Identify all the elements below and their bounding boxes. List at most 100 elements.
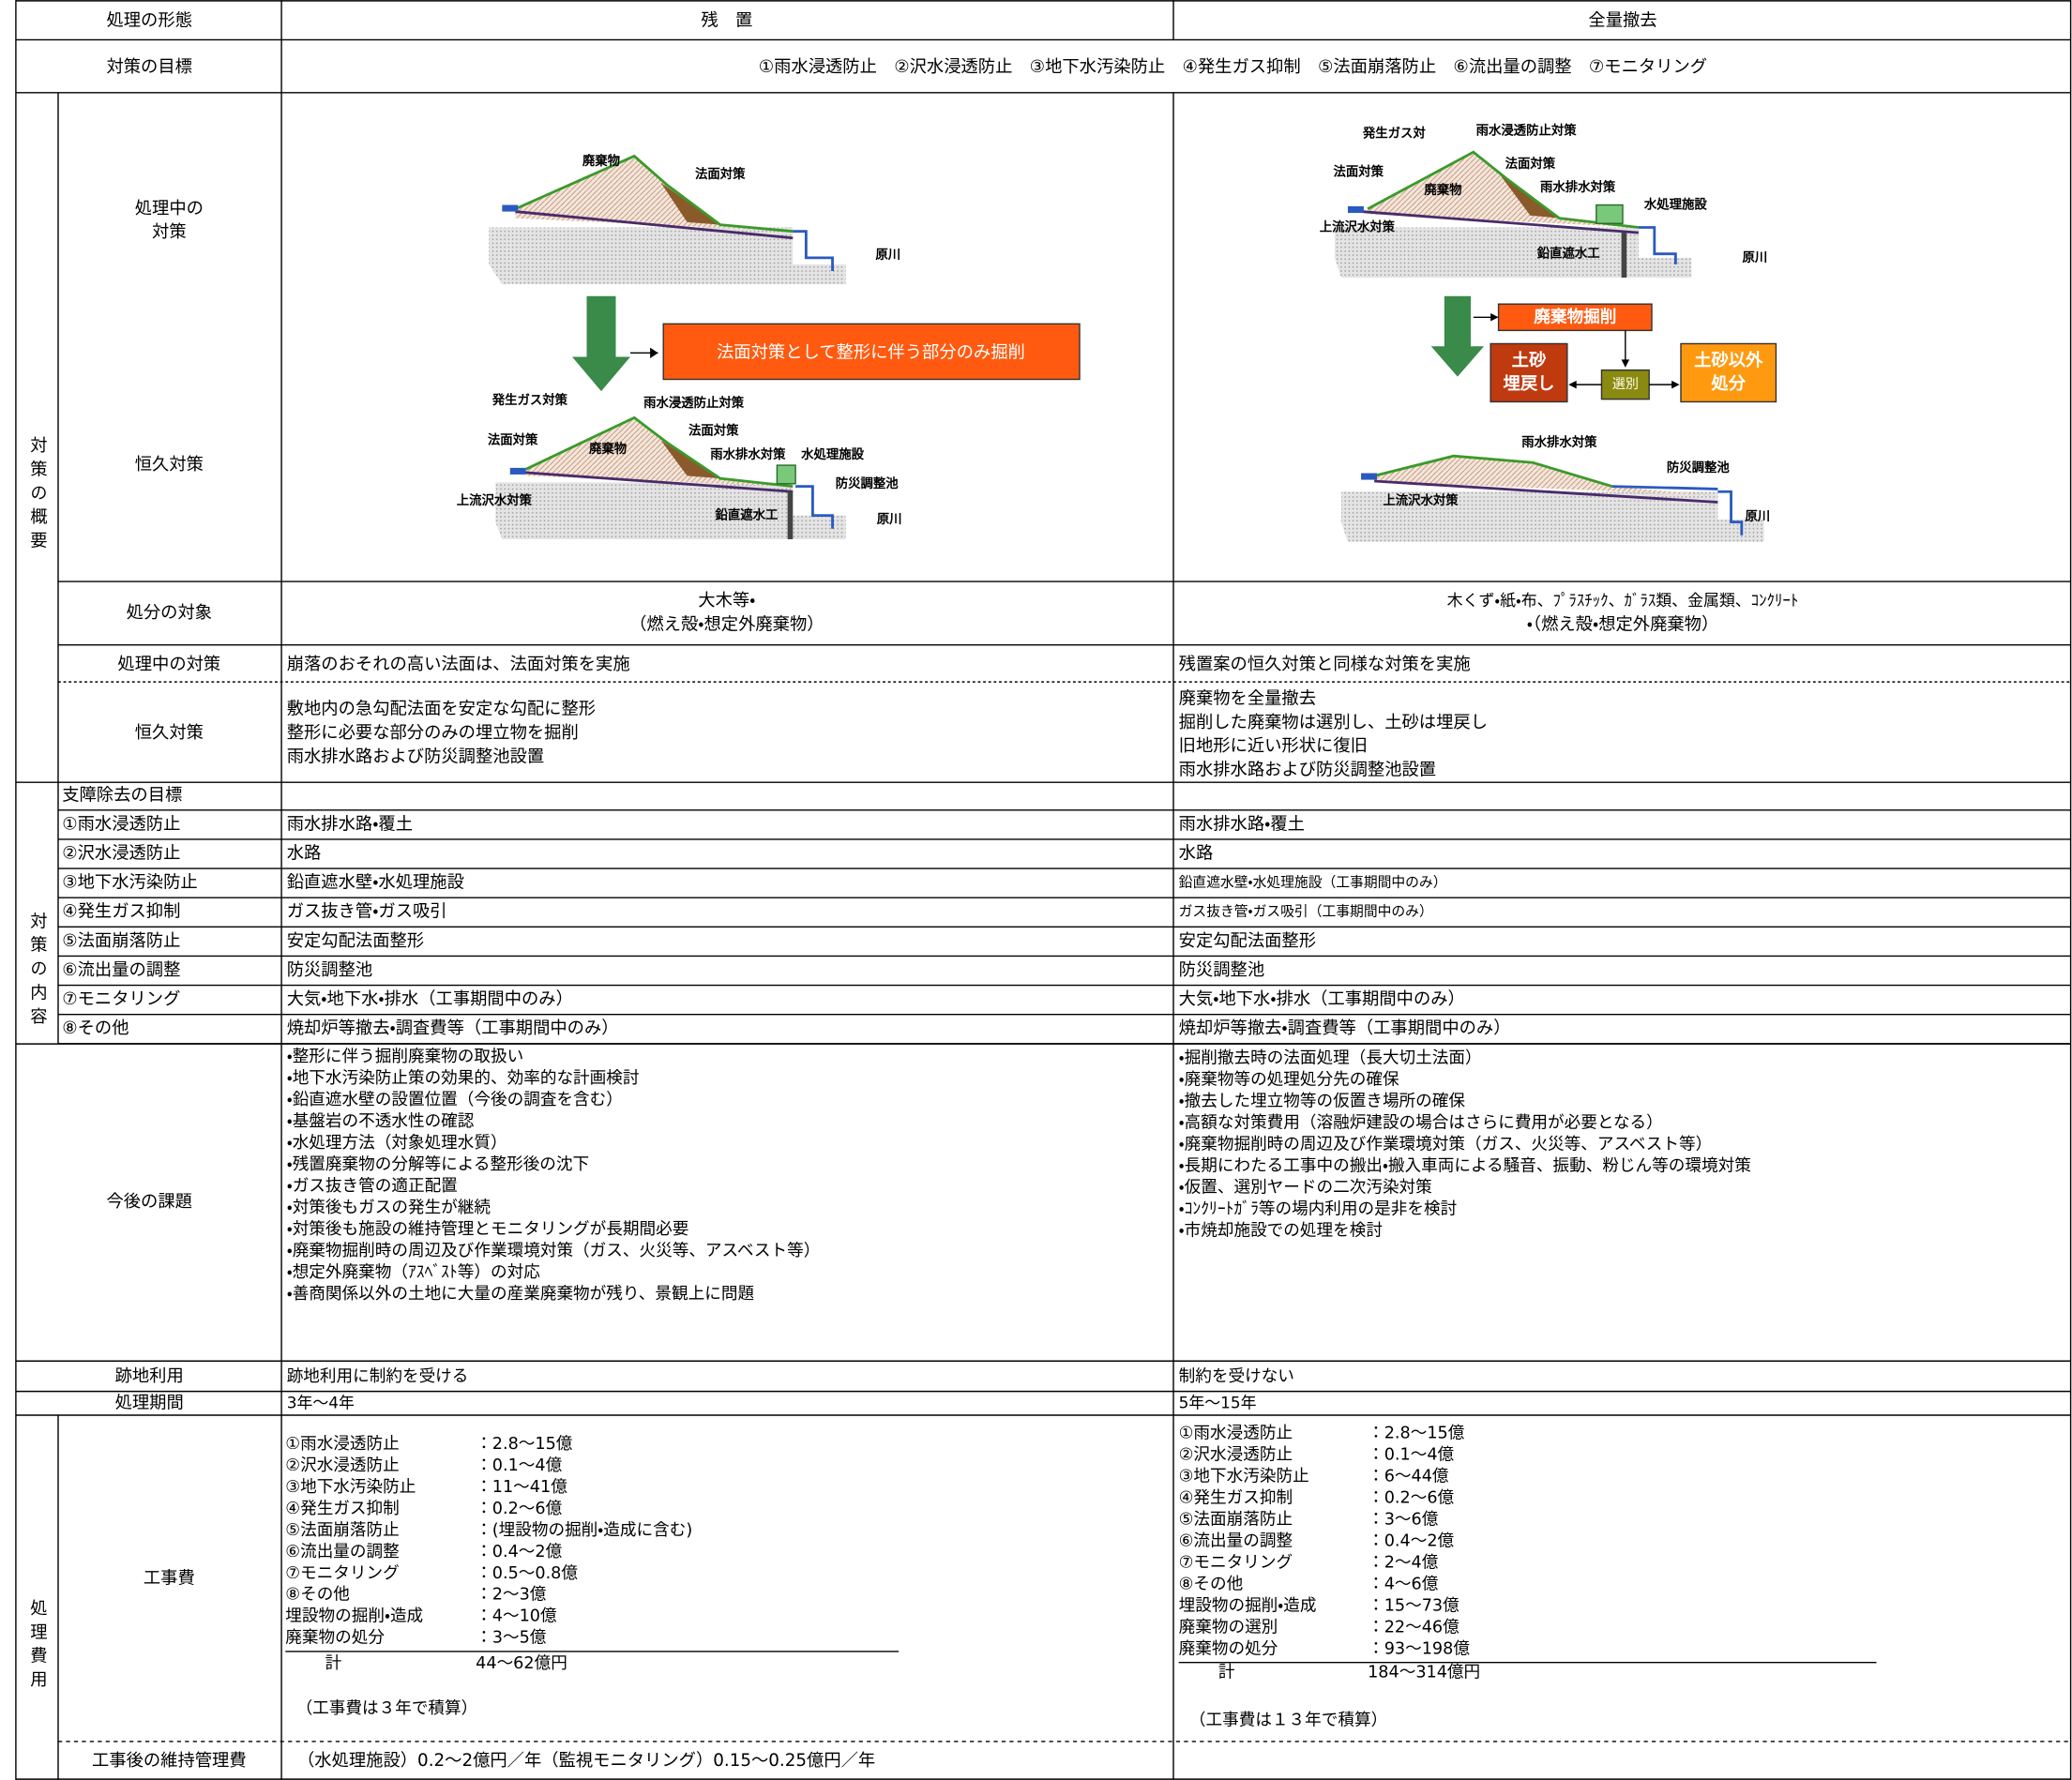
cost-item: 廃棄物の処分	[1179, 1639, 1278, 1658]
row-label: ⑥流出量の調整	[62, 960, 180, 980]
diagram-label: 水処理施設	[800, 446, 865, 462]
cell-text: 水路	[1179, 843, 1214, 863]
cost-value: ：0.5～0.8億	[476, 1564, 578, 1583]
issue-item: ・市焼却施設での処理を検討	[1179, 1221, 1383, 1240]
cell-text: 3年～4年	[287, 1393, 355, 1411]
cell-text: 大気・地下水・排水（工事期間中のみ）	[1179, 989, 1465, 1009]
cell-text: 焼却炉等撤去・調査費等（工事期間中のみ）	[287, 1018, 619, 1038]
cost-item: ④発生ガス抑制	[285, 1500, 399, 1518]
cost-value: ：22～46億	[1368, 1618, 1459, 1637]
issue-item: ・想定外廃棄物（ｱｽﾍﾞｽﾄ等）の対応	[287, 1263, 541, 1282]
diagram-label: 防災調整池	[836, 475, 900, 491]
row-label: ⑤法面崩落防止	[62, 931, 180, 951]
flow-label: 埋戻し	[1504, 374, 1555, 394]
section-label: 処理費用	[27, 1599, 47, 1694]
row-label: ①雨水浸透防止	[62, 814, 180, 834]
cell-text: 崩落のおそれの高い法面は、法面対策を実施	[287, 655, 630, 674]
cell-text: 雨水排水路および防災調整池設置	[287, 747, 544, 766]
cost-item: 埋設物の掘削・造成	[1179, 1596, 1317, 1615]
cell-text: （燃え殻・想定外廃棄物）	[629, 615, 824, 635]
row-label: 今後の課題	[106, 1192, 192, 1212]
diagram-label: 雨水排水対策	[710, 446, 786, 462]
diagram-label: 雨水浸透防止対策	[643, 395, 745, 411]
diagram-note: 法面対策として整形に伴う部分のみ掘削	[717, 342, 1025, 362]
cost-value: ：3～5億	[476, 1629, 547, 1648]
cost-item: ⑥流出量の調整	[285, 1543, 400, 1561]
cell-text: 5年～15年	[1179, 1393, 1257, 1411]
issue-item: ・掘削撤去時の法面処理（長大切土法面）	[1179, 1049, 1482, 1068]
issue-item: ・廃棄物掘削時の周辺及び作業環境対策（ガス、火災等、アスベスト等）	[287, 1242, 821, 1260]
cost-value: ：0.4～2億	[476, 1543, 562, 1561]
cost-value: ：0.4～2億	[1368, 1532, 1454, 1551]
cost-item: ⑤法面崩落防止	[1179, 1511, 1293, 1530]
issue-item: ・対策後もガスの発生が継続	[287, 1199, 492, 1217]
cell-text: 跡地利用に制約を受ける	[287, 1367, 469, 1386]
row-label: ⑧その他	[62, 1018, 129, 1038]
row-label: 処分の対象	[127, 603, 213, 623]
diagram-label: 廃棄物	[582, 153, 620, 169]
cost-value: ：3～6億	[1368, 1511, 1439, 1530]
row-label: ④発生ガス抑制	[62, 902, 180, 922]
cell-text: 敷地内の急勾配法面を安定な勾配に整形	[287, 700, 596, 719]
diagram-label: 原川	[877, 512, 902, 527]
cost-value: ：11～41億	[476, 1478, 567, 1497]
row-label: 恒久対策	[135, 455, 204, 475]
cost-item: ⑤法面崩落防止	[285, 1521, 399, 1540]
cost-note: （工事費は１３年で積算）	[1189, 1711, 1387, 1729]
diagram-left-permanent	[495, 415, 846, 539]
row-label: ②沢水浸透防止	[62, 843, 180, 863]
diagram-label: 法面対策	[488, 431, 538, 447]
cost-item: 廃棄物の処分	[285, 1629, 385, 1648]
diagram-label: 原川	[875, 248, 900, 263]
cost-item: ①雨水浸透防止	[1179, 1425, 1293, 1443]
diagram-label: 発生ガス対策	[492, 392, 568, 408]
flow-label: 土砂以外	[1694, 350, 1763, 370]
cell-text: 焼却炉等撤去・調査費等（工事期間中のみ）	[1179, 1018, 1511, 1038]
cell-text: 雨水排水路および防災調整池設置	[1179, 761, 1436, 780]
row-label: 工事費	[144, 1569, 195, 1589]
cost-value: ：2.8～15億	[476, 1435, 573, 1454]
diagram-label: 雨水浸透防止対策	[1476, 123, 1578, 139]
cost-value: ：4～10億	[476, 1607, 557, 1626]
cell-text: ガス抜き管・ガス吸引（工事期間中のみ）	[1179, 903, 1433, 920]
diagram-label: 法面対策	[1505, 156, 1556, 172]
cell-text: 防災調整池	[1179, 960, 1265, 980]
cost-total: 184～314億円	[1368, 1664, 1480, 1682]
diagram-label: 法面対策	[695, 166, 746, 182]
cell-text: 大気・地下水・排水（工事期間中のみ）	[287, 989, 573, 1009]
row-label: 処理期間	[115, 1393, 184, 1412]
cost-item: ⑦モニタリング	[285, 1564, 399, 1583]
issue-item: ・ｺﾝｸﾘｰﾄｶﾞﾗ等の場内利用の是非を検討	[1179, 1199, 1458, 1218]
cost-item: 廃棄物の選別	[1179, 1618, 1278, 1637]
maintenance-text: （水処理施設）0.2～2億円／年（監視モニタリング）0.15～0.25億円／年	[297, 1751, 875, 1771]
cost-value: ：0.2～6億	[1368, 1489, 1454, 1508]
diagram-right-during	[1334, 150, 1692, 279]
flow-label: 処分	[1710, 373, 1746, 394]
cost-item: ④発生ガス抑制	[1179, 1489, 1293, 1508]
cell-text: ・（燃え殻・想定外廃棄物）	[1527, 615, 1719, 635]
row-label: 恒久対策	[135, 723, 204, 743]
issue-item: ・高額な対策費用（溶融炉建設の場合はさらに費用が必要となる）	[1179, 1114, 1663, 1133]
diagram-label: 上流沢水対策	[457, 492, 533, 508]
cost-value: ：15～73億	[1368, 1596, 1459, 1615]
section-label: 対策の概要	[27, 436, 47, 555]
flow-label: 廃棄物掘削	[1534, 307, 1616, 326]
cost-value: ：2.8～15億	[1368, 1425, 1465, 1443]
flow-label: 土砂	[1512, 351, 1547, 370]
issue-item: ・地下水汚染防止策の効果的、効率的な計画検討	[287, 1069, 640, 1088]
cell-text: 残置案の恒久対策と同様な対策を実施	[1179, 655, 1471, 674]
cell-text: 廃棄物を全量撤去	[1179, 688, 1316, 708]
issue-item: ・善商関係以外の土地に大量の産業廃棄物が残り、景観上に問題	[287, 1285, 754, 1304]
issue-item: ・廃棄物等の処理処分先の確保	[1179, 1071, 1399, 1090]
issue-item: ・残置廃棄物の分解等による整形後の沈下	[287, 1155, 589, 1174]
cost-item: ②沢水浸透防止	[1179, 1446, 1293, 1465]
cell-text: 鉛直遮水壁・水処理施設	[287, 873, 464, 893]
cell-text: 制約を受けない	[1179, 1367, 1294, 1386]
cell-text: 大木等・	[698, 591, 755, 611]
diagram-label: 上流沢水対策	[1383, 492, 1459, 508]
issue-item: ・廃棄物掘削時の周辺及び作業環境対策（ガス、火災等、アスベスト等）	[1179, 1135, 1713, 1154]
diagram-label: 雨水排水対策	[1540, 179, 1616, 195]
row-label: 支障除去の目標	[62, 785, 182, 805]
flow-diagram	[1430, 295, 1777, 403]
